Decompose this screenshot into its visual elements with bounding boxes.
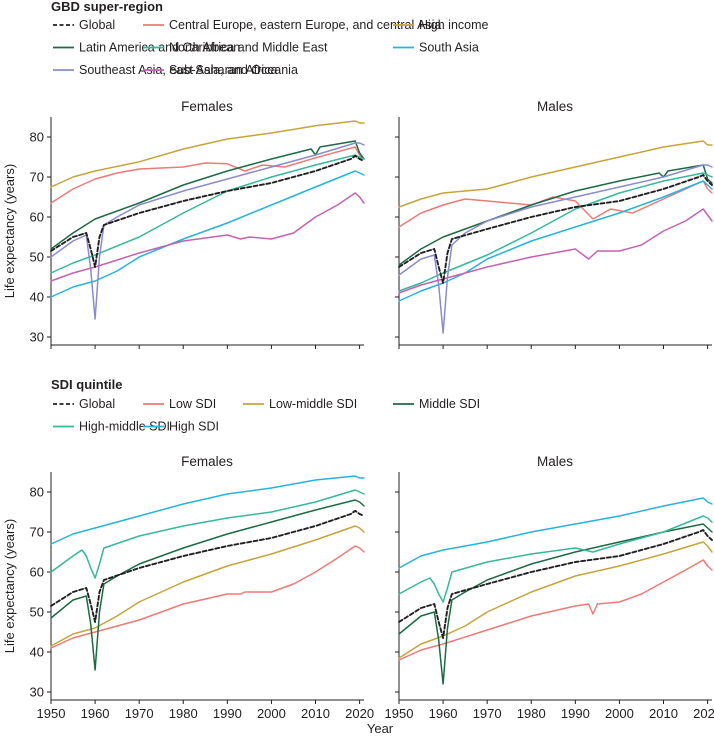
series-line-sdi-males-low-sdi xyxy=(398,559,713,661)
legend-label-gbd-north-africa-and-middle-east: North Africa and Middle East xyxy=(169,41,328,55)
y-tick-label-sdi-60: 60 xyxy=(30,565,44,580)
x-tick-label-sdi-males-2010: 2010 xyxy=(649,706,678,721)
y-axis-title-sdi: Life expectancy (years) xyxy=(2,519,17,653)
y-tick-label-sdi-30: 30 xyxy=(30,685,44,700)
section-gbd: GBD super-region Global Central Europe, e… xyxy=(2,0,713,349)
x-tick-label-sdi-males-2000: 2000 xyxy=(605,706,634,721)
x-tick-label-sdi-females-1990: 1990 xyxy=(213,706,242,721)
x-tick-label-sdi-females-2000: 2000 xyxy=(257,706,286,721)
series-line-sdi-females-high-middle-sdi xyxy=(50,489,365,579)
legend-label-gbd-global: Global xyxy=(79,18,115,32)
series-line-sdi-females-high-sdi xyxy=(50,475,365,545)
y-tick-label-gbd-70: 70 xyxy=(30,170,44,185)
series-line-sdi-females-low-sdi xyxy=(50,545,365,649)
y-axis-title-gbd: Life expectancy (years) xyxy=(2,164,17,298)
section-sdi: SDI quintile Global Low SDI Low-middle SDI… xyxy=(2,377,714,721)
x-tick-label-sdi-males-2020: 2020 xyxy=(693,706,714,721)
series-line-gbd-males-global xyxy=(398,174,713,284)
y-tick-label-sdi-80: 80 xyxy=(30,485,44,500)
panel-title-gbd-males: Males xyxy=(537,99,573,114)
series-line-sdi-females-global xyxy=(50,509,365,623)
y-tick-label-gbd-80: 80 xyxy=(30,130,44,145)
series-line-gbd-males-high-income xyxy=(398,140,713,208)
series-line-sdi-males-high-middle-sdi xyxy=(398,515,713,603)
series-line-gbd-males-south-asia xyxy=(398,180,713,302)
series-line-gbd-females-central-europe-eastern-europe-and-central-asia xyxy=(50,146,365,204)
x-tick-label-sdi-females-1980: 1980 xyxy=(169,706,198,721)
x-tick-label-sdi-males-1980: 1980 xyxy=(517,706,546,721)
series-line-gbd-females-sub-saharan-africa xyxy=(50,192,365,282)
series-line-gbd-females-high-income xyxy=(50,120,365,188)
panel-gbd-females: 30 40 50 60 70 80 xyxy=(30,117,365,349)
panel-gbd-males xyxy=(395,117,713,349)
legend-label-sdi-high-middle-sdi: High-middle SDI xyxy=(79,420,170,434)
panel-title-sdi-females: Females xyxy=(181,454,233,469)
series-line-gbd-females-latin-america-and-caribbean xyxy=(50,140,365,250)
y-tick-label-sdi-40: 40 xyxy=(30,645,44,660)
legend-label-gbd-sub-saharan-africa: Sub-Saharan Africa xyxy=(169,63,277,77)
series-line-gbd-males-southeast-asia-east-asia-and-oceania xyxy=(398,164,713,334)
legend-label-gbd-central-europe-eastern-europe-and-central-asia: Central Europe, eastern Europe, and cent… xyxy=(169,18,441,32)
legend-label-sdi-middle-sdi: Middle SDI xyxy=(419,397,480,411)
panel-sdi-females: 30 40 50 60 70 80 1950 1960 1970 1980 1990 2000 2010… xyxy=(30,472,374,721)
x-tick-label-sdi-males-1990: 1990 xyxy=(561,706,590,721)
x-axis-title: Year xyxy=(367,721,394,736)
series-line-sdi-females-middle-sdi xyxy=(50,499,365,671)
series-line-gbd-females-global xyxy=(50,154,365,268)
panel-title-gbd-females: Females xyxy=(181,99,233,114)
legend-gbd: Global Central Europe, eastern Europe, an… xyxy=(53,18,489,77)
y-tick-label-gbd-50: 50 xyxy=(30,250,44,265)
y-tick-label-gbd-30: 30 xyxy=(30,330,44,345)
series-line-gbd-females-southeast-asia-east-asia-and-oceania xyxy=(50,142,365,320)
legend-sdi: Global Low SDI Low-middle SDI Middle SDI Hig… xyxy=(53,397,480,434)
legend-label-sdi-low-sdi: Low SDI xyxy=(169,397,216,411)
panel-sdi-males: 1950 1960 1970 1980 1990 2000 2010 2020 xyxy=(385,472,714,721)
section-title-gbd: GBD super-region xyxy=(51,0,163,14)
x-tick-label-sdi-females-1970: 1970 xyxy=(125,706,154,721)
y-tick-label-sdi-70: 70 xyxy=(30,525,44,540)
y-tick-label-gbd-60: 60 xyxy=(30,210,44,225)
x-tick-label-sdi-females-2010: 2010 xyxy=(301,706,330,721)
y-tick-label-sdi-50: 50 xyxy=(30,605,44,620)
x-tick-label-sdi-females-2020: 2020 xyxy=(345,706,374,721)
x-tick-label-sdi-males-1960: 1960 xyxy=(429,706,458,721)
legend-label-gbd-high-income: High income xyxy=(419,18,489,32)
series-line-sdi-males-high-sdi xyxy=(398,497,713,569)
legend-label-gbd-south-asia: South Asia xyxy=(419,41,479,55)
x-tick-label-sdi-males-1970: 1970 xyxy=(473,706,502,721)
x-tick-label-sdi-females-1950: 1950 xyxy=(37,706,66,721)
series-line-sdi-males-middle-sdi xyxy=(398,523,713,685)
series-line-gbd-males-north-africa-and-middle-east xyxy=(398,172,713,292)
axis-frame-sdi-females xyxy=(50,472,364,701)
series-line-gbd-males-sub-saharan-africa xyxy=(398,208,713,294)
section-title-sdi: SDI quintile xyxy=(51,377,123,392)
panel-title-sdi-males: Males xyxy=(537,454,573,469)
legend-label-sdi-high-sdi: High SDI xyxy=(169,420,219,434)
series-line-sdi-males-low-middle-sdi xyxy=(398,541,713,659)
x-tick-label-sdi-males-1950: 1950 xyxy=(385,706,414,721)
x-tick-label-sdi-females-1960: 1960 xyxy=(81,706,110,721)
legend-label-sdi-low-middle-sdi: Low-middle SDI xyxy=(269,397,357,411)
legend-label-sdi-global: Global xyxy=(79,397,115,411)
series-line-gbd-females-north-africa-and-middle-east xyxy=(50,154,365,274)
series-line-sdi-males-global xyxy=(398,529,713,639)
legend-label-gbd-southeast-asia-east-asia-and-oceania: Southeast Asia, east Asia, and Oceania xyxy=(79,63,298,77)
y-tick-label-gbd-40: 40 xyxy=(30,290,44,305)
